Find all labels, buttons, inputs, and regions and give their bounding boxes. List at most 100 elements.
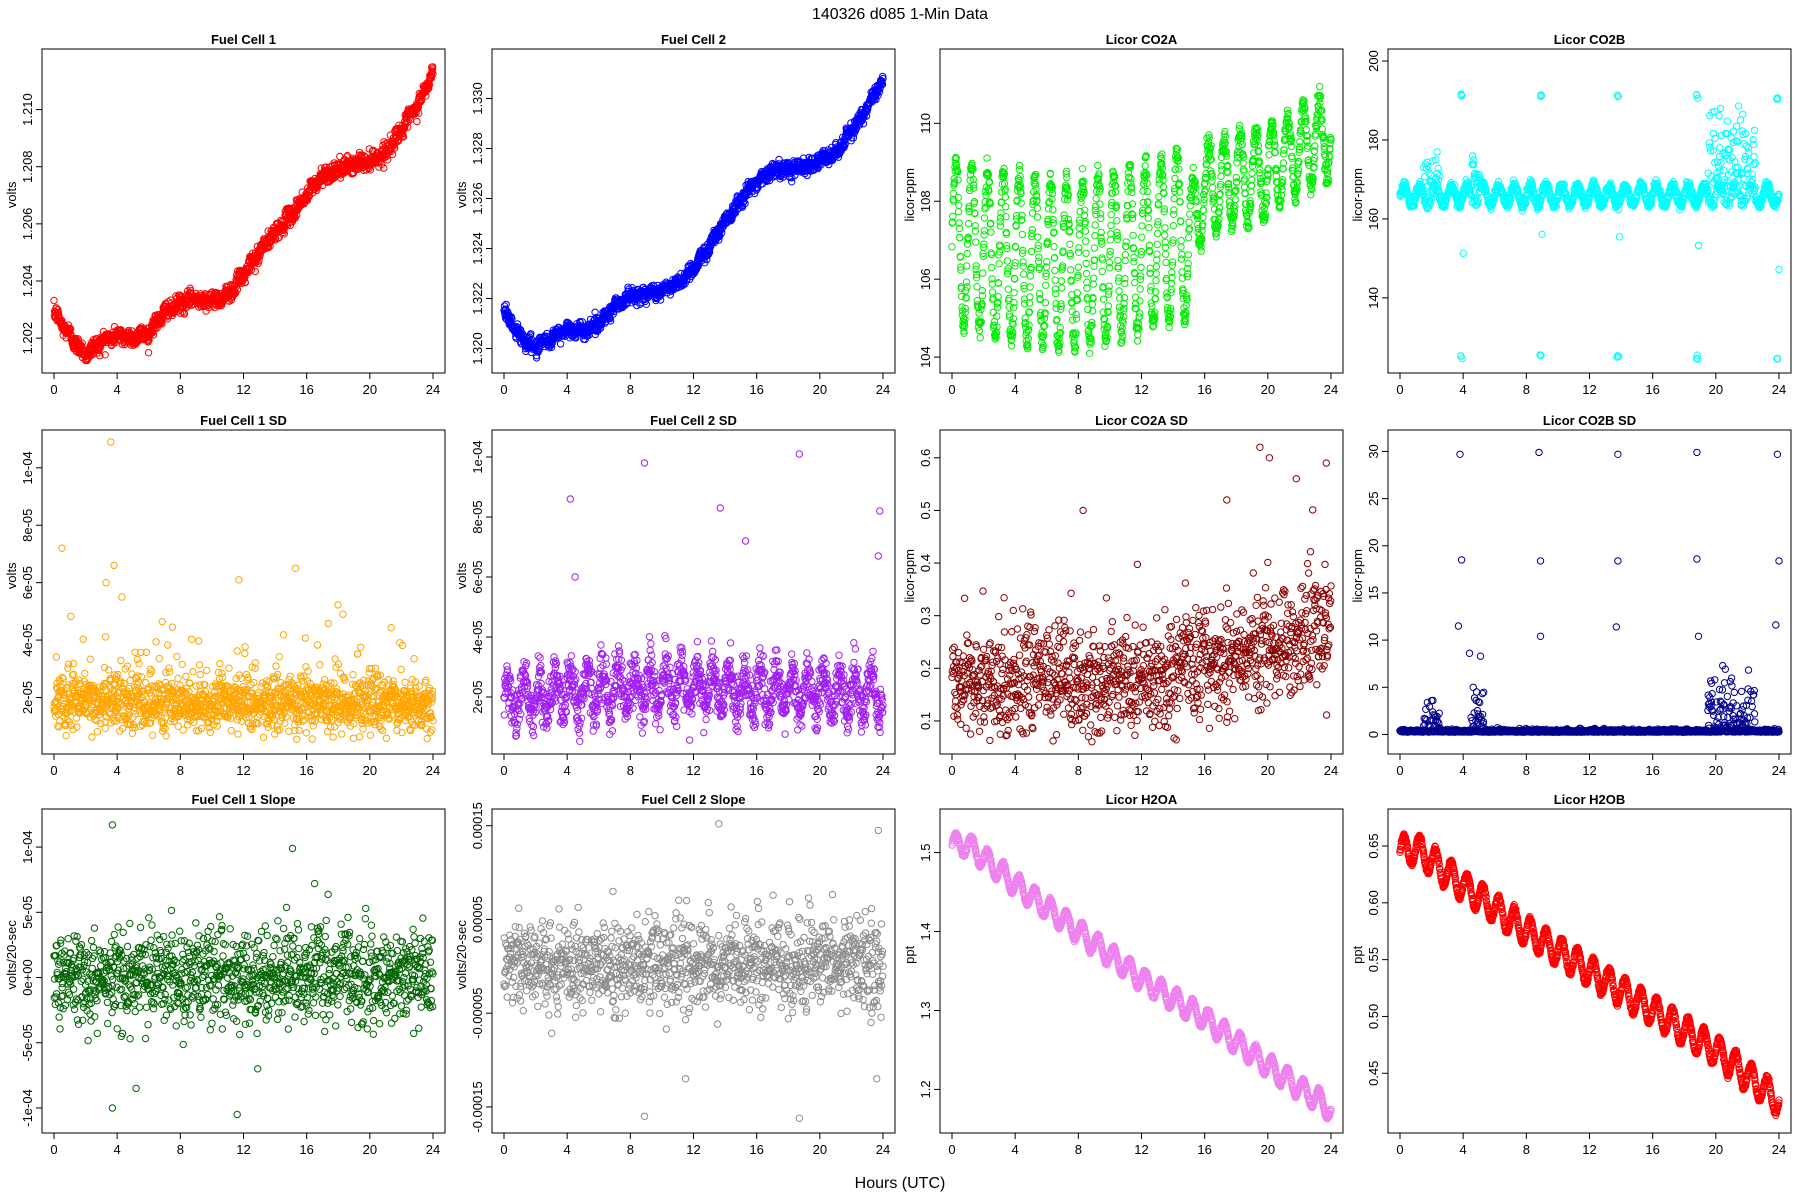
data-point	[1052, 289, 1060, 298]
y-tick-label: 104	[918, 346, 933, 368]
data-point	[1138, 233, 1146, 241]
y-axis-label: licor-ppm	[902, 168, 917, 221]
y-tick-label: 1.210	[20, 93, 35, 126]
x-tick-label: 16	[299, 382, 313, 397]
data-point	[1311, 154, 1319, 162]
data-point	[1098, 267, 1107, 276]
y-tick-label: 1.322	[470, 282, 485, 315]
x-tick-label: 16	[749, 382, 763, 397]
y-axis-label: volts	[454, 181, 469, 208]
panel-title: Fuel Cell 1	[211, 32, 276, 47]
data-point	[1075, 244, 1083, 252]
data-point	[1130, 253, 1138, 262]
data-point	[1083, 284, 1091, 292]
data-point	[1105, 282, 1113, 290]
data-point	[54, 309, 63, 317]
data-point	[1113, 217, 1121, 225]
data-point	[1153, 229, 1162, 238]
data-point	[1003, 257, 1011, 265]
data-point	[1026, 283, 1034, 291]
data-point	[413, 117, 421, 126]
data-point	[1033, 204, 1042, 213]
data-point	[209, 302, 217, 310]
data-point	[186, 286, 195, 294]
x-tick-label: 0	[50, 382, 57, 397]
data-point	[1162, 258, 1170, 267]
data-point	[1090, 244, 1099, 252]
data-point	[1019, 270, 1028, 278]
data-point	[1086, 349, 1094, 357]
data-point	[158, 320, 166, 328]
data-point	[1144, 214, 1153, 222]
plot-frame	[41, 48, 446, 374]
y-tick-label: 1.206	[20, 208, 35, 241]
x-tick-label: 12	[236, 382, 250, 397]
data-point	[1184, 251, 1193, 259]
data-point	[1004, 285, 1012, 293]
data-point	[1042, 281, 1050, 289]
data-point	[1468, 152, 1477, 160]
data-point	[983, 154, 991, 162]
x-tick-label: 0	[948, 382, 955, 397]
x-tick-label: 4	[564, 382, 571, 397]
data-point	[251, 267, 260, 276]
data-point	[1217, 172, 1225, 181]
data-point	[144, 337, 152, 346]
data-point	[1186, 210, 1194, 218]
data-point	[1058, 284, 1066, 292]
data-point	[180, 309, 188, 317]
data-point	[1035, 253, 1043, 261]
data-point	[1033, 213, 1042, 221]
data-point	[1129, 231, 1137, 240]
x-tick-label: 24	[876, 382, 890, 397]
data-point	[1015, 161, 1024, 170]
data-point	[1177, 236, 1185, 245]
data-point	[1010, 289, 1018, 297]
data-point	[1115, 287, 1123, 295]
panel-title: Licor CO2A	[1106, 32, 1178, 47]
data-point	[1161, 231, 1169, 239]
data-point	[1208, 184, 1217, 192]
x-tick-label: 0	[500, 382, 507, 397]
x-tick-label: 24	[426, 382, 440, 397]
data-point	[1041, 299, 1050, 307]
y-axis-label: volts	[4, 181, 19, 208]
data-point	[50, 296, 58, 305]
data-point	[1050, 254, 1059, 262]
data-point	[1082, 259, 1090, 268]
data-point	[1138, 222, 1146, 230]
data-point	[1083, 278, 1091, 286]
x-tick-label: 24	[1324, 382, 1338, 397]
data-point	[1178, 250, 1186, 259]
x-tick-label: 12	[686, 382, 700, 397]
data-point	[78, 339, 86, 347]
data-point	[972, 238, 980, 246]
data-point	[1002, 203, 1010, 211]
data-point	[1121, 274, 1129, 283]
x-axis-label: Hours (UTC)	[855, 1175, 946, 1192]
data-point	[948, 243, 956, 251]
x-tick-label: 4	[1012, 382, 1019, 397]
x-tick-label: 8	[1075, 382, 1082, 397]
figure-title: 140326 d085 1-Min Data	[812, 6, 988, 23]
data-point	[101, 351, 109, 359]
data-point	[1075, 231, 1084, 239]
y-tick-label: 1.330	[470, 82, 485, 115]
data-point	[163, 315, 172, 323]
data-point	[1145, 224, 1153, 232]
x-tick-label: 20	[1261, 382, 1275, 397]
data-point	[995, 260, 1003, 268]
data-point	[1092, 194, 1100, 203]
data-point	[1470, 156, 1478, 164]
data-point	[1177, 243, 1185, 251]
data-point	[201, 290, 209, 298]
data-point	[1197, 247, 1205, 255]
data-point	[1147, 283, 1155, 291]
data-point	[987, 228, 995, 236]
data-point	[1074, 263, 1083, 271]
data-point	[1107, 211, 1115, 219]
data-point	[1137, 263, 1145, 272]
data-point	[556, 340, 565, 348]
